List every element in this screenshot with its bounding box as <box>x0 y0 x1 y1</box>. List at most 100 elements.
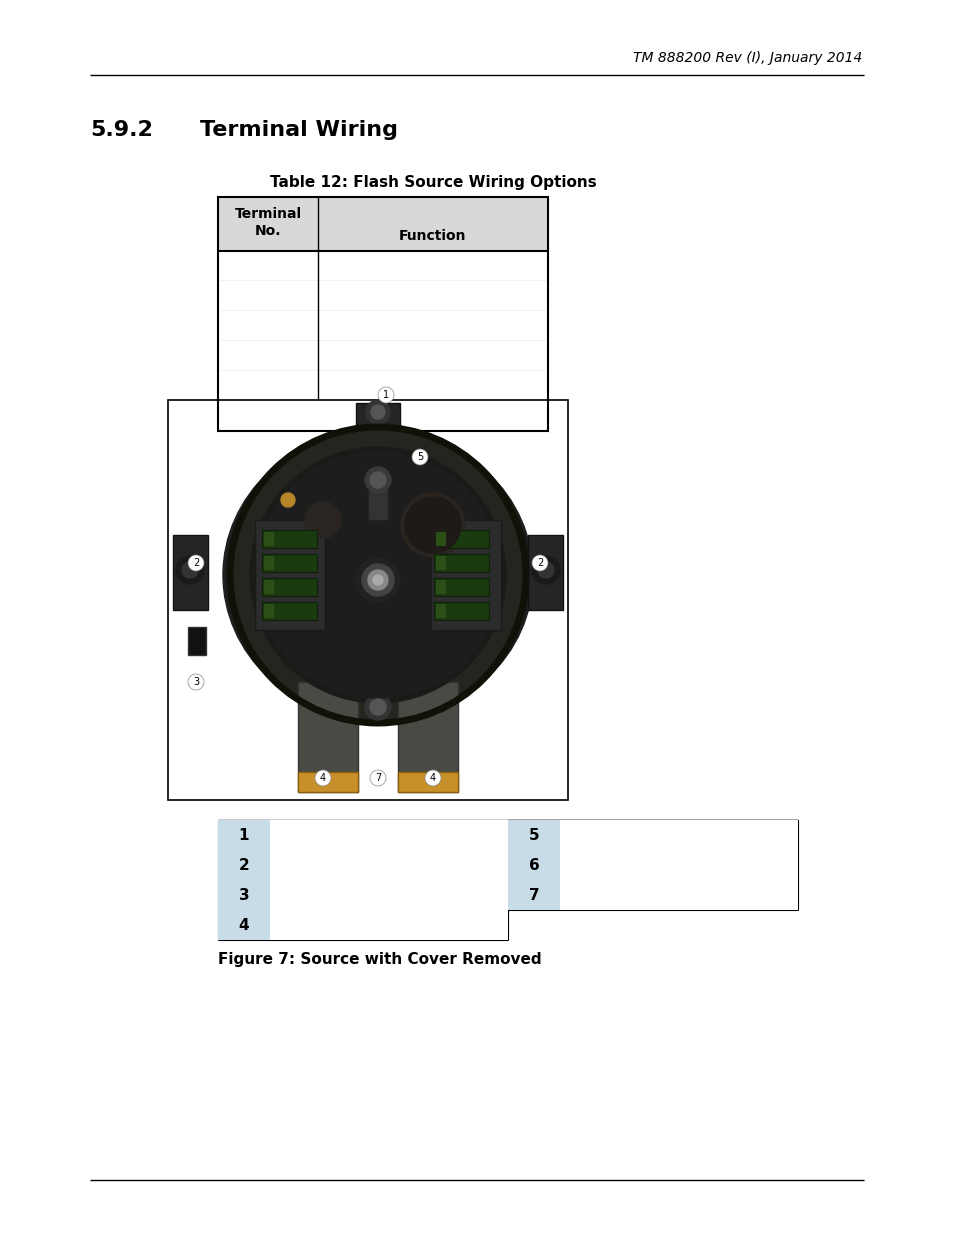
Circle shape <box>532 556 559 584</box>
Bar <box>218 341 547 370</box>
Bar <box>434 530 489 548</box>
Text: 1: 1 <box>382 390 389 400</box>
Bar <box>218 881 270 910</box>
Circle shape <box>412 450 428 466</box>
Bar <box>507 881 559 910</box>
Circle shape <box>368 571 388 590</box>
Circle shape <box>537 562 554 578</box>
Circle shape <box>370 472 386 488</box>
Bar <box>264 604 274 618</box>
Bar <box>264 556 274 571</box>
Bar <box>218 198 547 251</box>
Bar <box>431 520 500 630</box>
Bar <box>218 401 547 431</box>
Bar <box>262 601 316 620</box>
Circle shape <box>366 400 390 424</box>
Bar <box>436 604 446 618</box>
Text: Table 12: Flash Source Wiring Options: Table 12: Flash Source Wiring Options <box>270 175 597 190</box>
Text: 7: 7 <box>375 773 381 783</box>
Bar <box>262 555 316 572</box>
Text: 6: 6 <box>528 857 538 872</box>
Text: Terminal Wiring: Terminal Wiring <box>200 120 397 140</box>
Circle shape <box>365 694 391 720</box>
Bar <box>218 910 270 940</box>
Text: 5: 5 <box>528 827 538 842</box>
Bar <box>218 820 270 850</box>
Bar <box>397 772 457 792</box>
Text: 3: 3 <box>193 677 199 687</box>
Bar <box>218 370 547 401</box>
Circle shape <box>281 493 294 508</box>
Circle shape <box>370 699 386 715</box>
Circle shape <box>314 769 331 785</box>
Text: 7: 7 <box>528 888 538 903</box>
Bar <box>264 532 274 546</box>
Bar <box>436 556 446 571</box>
Circle shape <box>377 387 394 403</box>
Bar <box>218 850 270 881</box>
Text: Function: Function <box>399 228 466 243</box>
Bar <box>434 555 489 572</box>
Circle shape <box>532 555 547 571</box>
Circle shape <box>233 430 522 720</box>
Text: TM 888200 Rev (I), January 2014: TM 888200 Rev (I), January 2014 <box>632 51 862 65</box>
Bar <box>355 403 399 435</box>
Text: Terminal
No.: Terminal No. <box>234 207 301 238</box>
Circle shape <box>254 452 500 698</box>
Bar <box>436 532 446 546</box>
Text: 5: 5 <box>416 452 423 462</box>
Text: 2: 2 <box>537 558 542 568</box>
Bar <box>218 198 547 431</box>
Bar <box>434 601 489 620</box>
Text: 4: 4 <box>238 918 249 932</box>
Bar <box>297 772 357 792</box>
Bar <box>218 251 547 282</box>
Bar <box>368 485 388 520</box>
Bar <box>270 881 507 910</box>
Bar <box>270 850 507 881</box>
Bar <box>527 535 562 610</box>
Bar <box>507 850 559 881</box>
Bar <box>168 400 567 800</box>
Bar <box>262 578 316 597</box>
Circle shape <box>175 556 204 584</box>
Bar <box>559 820 797 850</box>
Bar <box>262 530 316 548</box>
Circle shape <box>371 405 385 419</box>
Bar <box>218 311 547 341</box>
Bar <box>172 535 208 610</box>
Text: 2: 2 <box>238 857 249 872</box>
Circle shape <box>182 562 198 578</box>
Bar <box>559 881 797 910</box>
Text: 4: 4 <box>430 773 436 783</box>
Text: 2: 2 <box>193 558 199 568</box>
Circle shape <box>424 769 440 785</box>
Bar <box>434 578 489 597</box>
Bar <box>188 627 206 655</box>
Circle shape <box>355 558 399 601</box>
Text: 5.9.2: 5.9.2 <box>90 120 152 140</box>
Bar <box>254 520 325 630</box>
Circle shape <box>373 576 382 585</box>
Text: 1: 1 <box>238 827 249 842</box>
Circle shape <box>305 501 340 538</box>
Ellipse shape <box>223 430 533 720</box>
Bar <box>397 682 457 792</box>
Bar <box>264 580 274 594</box>
Text: 3: 3 <box>238 888 249 903</box>
Bar <box>218 282 547 311</box>
Circle shape <box>400 493 464 557</box>
Bar <box>270 820 507 850</box>
Bar <box>559 850 797 881</box>
Circle shape <box>365 467 391 493</box>
Text: 4: 4 <box>319 773 326 783</box>
Text: Figure 7: Source with Cover Removed: Figure 7: Source with Cover Removed <box>218 952 541 967</box>
Circle shape <box>370 769 386 785</box>
Circle shape <box>188 674 204 690</box>
Bar <box>436 580 446 594</box>
Circle shape <box>188 555 204 571</box>
Circle shape <box>250 447 505 703</box>
Circle shape <box>405 496 460 553</box>
Bar <box>507 820 559 850</box>
Circle shape <box>361 564 394 597</box>
